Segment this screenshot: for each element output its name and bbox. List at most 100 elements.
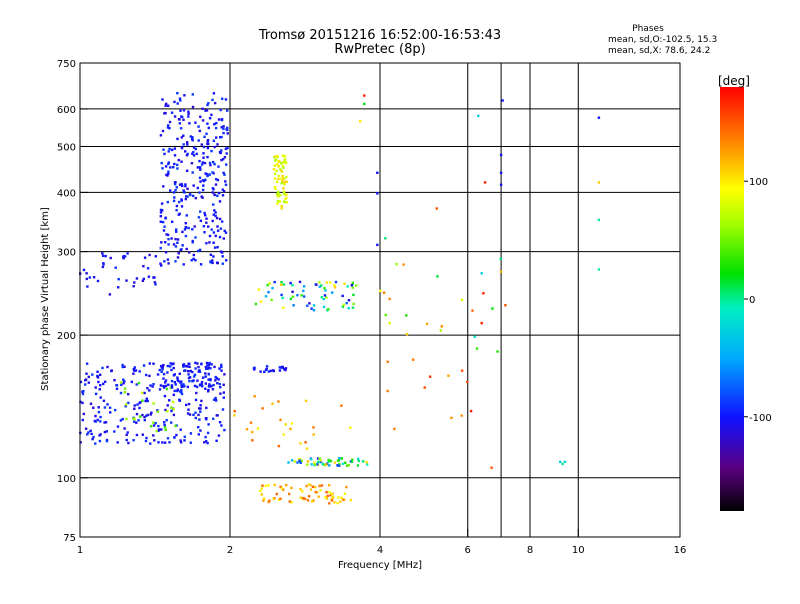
data-point — [178, 183, 182, 186]
data-point — [194, 361, 197, 364]
data-point — [139, 415, 142, 418]
data-point — [177, 118, 181, 121]
data-point — [224, 98, 228, 101]
data-point — [207, 378, 210, 381]
data-point — [222, 237, 225, 240]
data-point — [186, 412, 190, 415]
y-tick-label: 300 — [57, 248, 76, 259]
data-point — [130, 380, 133, 384]
data-point — [496, 350, 499, 353]
data-point — [211, 388, 215, 391]
data-point — [460, 414, 463, 417]
data-point — [187, 370, 190, 373]
data-point — [282, 283, 286, 286]
data-point — [187, 112, 190, 115]
data-point — [336, 464, 339, 467]
data-point — [260, 493, 263, 496]
data-point — [281, 365, 285, 369]
data-point — [167, 162, 170, 166]
data-point — [213, 163, 216, 166]
data-point — [499, 270, 503, 273]
data-point — [206, 139, 210, 142]
data-point — [290, 486, 293, 490]
data-point — [225, 128, 228, 131]
data-point — [285, 193, 288, 196]
data-point — [325, 491, 328, 494]
data-point — [196, 362, 199, 365]
data-point — [178, 97, 182, 100]
data-point — [179, 127, 183, 130]
data-point — [97, 410, 101, 414]
data-point — [172, 199, 176, 203]
data-point — [135, 277, 139, 280]
data-point — [184, 184, 187, 188]
data-point — [277, 174, 281, 178]
data-point — [278, 366, 281, 369]
data-point — [146, 267, 150, 270]
data-point — [223, 156, 227, 159]
data-point — [338, 457, 341, 460]
data-point — [282, 488, 285, 491]
data-point — [199, 429, 202, 432]
data-point — [267, 291, 270, 294]
data-point — [322, 298, 325, 301]
data-point — [121, 363, 124, 367]
data-point — [201, 179, 205, 182]
data-point — [89, 429, 92, 432]
data-point — [204, 109, 207, 112]
data-point — [277, 165, 281, 168]
data-point — [184, 150, 187, 153]
data-point — [176, 241, 179, 244]
data-point — [125, 417, 128, 421]
data-point — [299, 461, 302, 464]
data-point — [290, 459, 294, 462]
data-point — [170, 148, 174, 152]
data-point — [351, 281, 354, 285]
data-point — [202, 152, 205, 155]
data-point — [284, 197, 288, 200]
data-point — [306, 460, 310, 463]
data-point — [84, 378, 88, 381]
data-point — [206, 155, 209, 159]
data-point — [85, 277, 88, 281]
data-point — [350, 460, 354, 463]
data-point — [278, 369, 282, 372]
data-point — [203, 135, 206, 138]
data-point — [280, 283, 283, 286]
data-point — [194, 416, 197, 420]
data-point — [272, 497, 275, 501]
data-point — [198, 370, 202, 373]
data-point — [105, 439, 109, 443]
data-point — [333, 286, 337, 289]
data-point — [482, 292, 485, 295]
data-point — [342, 498, 345, 501]
data-point — [161, 98, 164, 101]
data-point — [268, 282, 271, 285]
data-point — [151, 385, 154, 388]
data-point — [114, 408, 117, 412]
data-point — [186, 385, 189, 389]
data-point — [207, 385, 211, 388]
data-point — [198, 129, 201, 133]
data-point — [213, 145, 216, 149]
data-point — [200, 143, 203, 146]
data-point — [327, 484, 331, 487]
data-point — [172, 243, 176, 246]
data-point — [499, 153, 503, 157]
data-point — [186, 195, 189, 198]
data-point — [218, 382, 222, 386]
data-point — [122, 382, 125, 385]
data-point — [346, 285, 349, 288]
data-point — [332, 495, 335, 498]
data-point — [86, 433, 89, 436]
data-point — [209, 379, 212, 382]
data-point — [188, 251, 191, 254]
data-point — [116, 441, 119, 444]
data-point — [323, 294, 327, 297]
data-point — [188, 379, 191, 383]
data-point — [178, 122, 181, 125]
data-point — [192, 379, 195, 382]
y-tick-label: 100 — [57, 474, 76, 485]
data-point — [187, 408, 190, 411]
data-point — [178, 372, 181, 375]
